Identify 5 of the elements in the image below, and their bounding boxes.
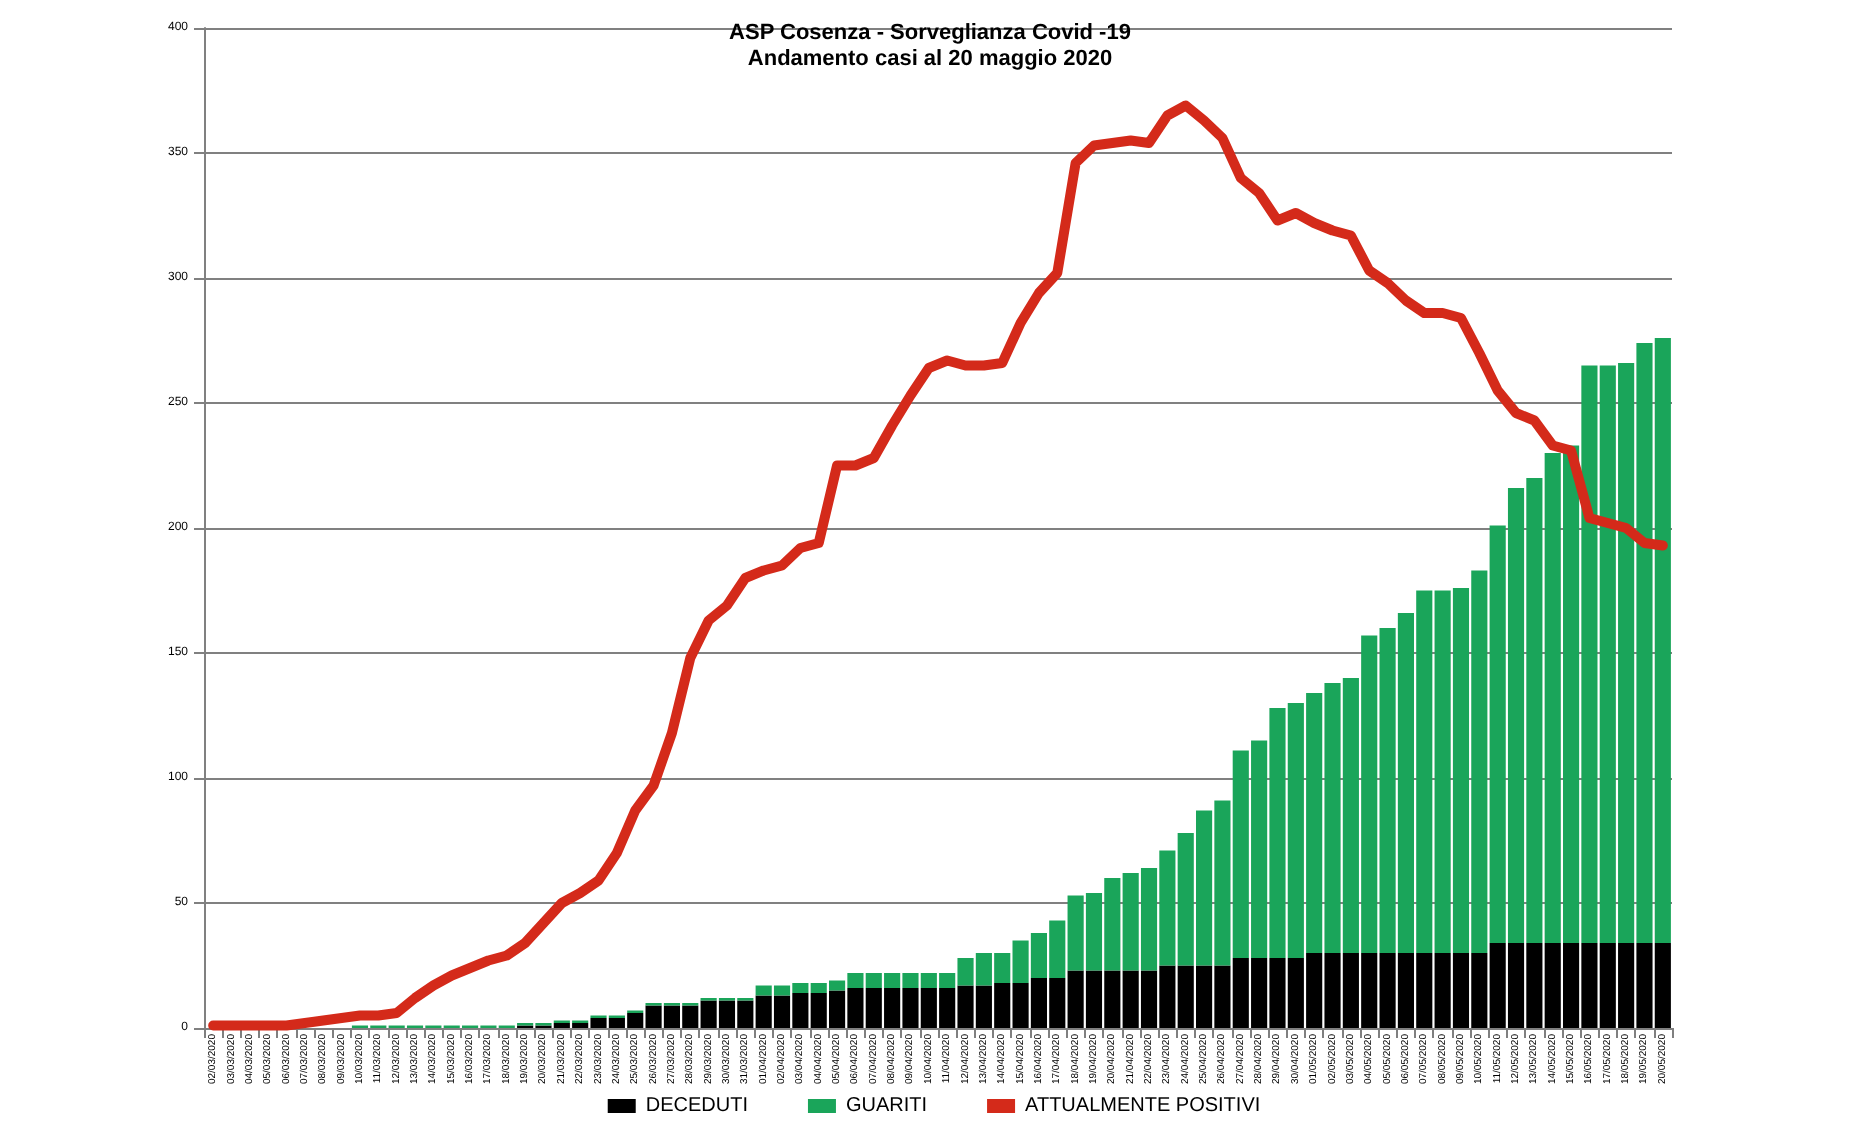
text: Andamento casi al 20 maggio 2020	[747, 47, 1113, 71]
legend-label: GUARITI	[845, 1095, 928, 1117]
chart-title: ASP Cosenza - Sorveglianza Covid -19	[729, 21, 1131, 45]
legend-label: ATTUALMENTE POSITIVI	[1025, 1095, 1261, 1117]
legend-label: DECEDUTI	[645, 1095, 748, 1117]
